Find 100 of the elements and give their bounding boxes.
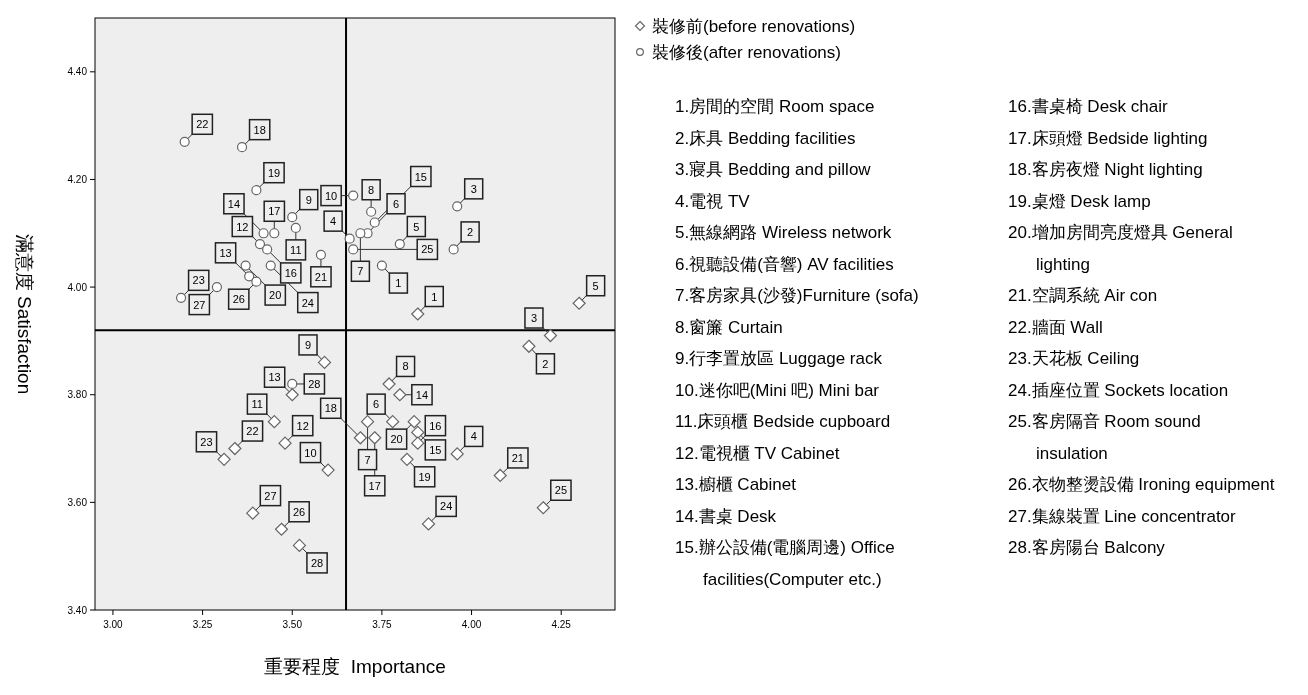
- text: 28.客房陽台 Balcony: [1008, 538, 1166, 557]
- text: 23.天花板 Ceiling: [1008, 349, 1140, 368]
- annotation: 28: [310, 556, 324, 569]
- annotation: 13: [268, 371, 281, 384]
- text: 15.辦公設備(電腦周邊) Office facilities(Computer etc.): [675, 538, 895, 589]
- y-tick-label: 3.60: [67, 496, 88, 508]
- text: 24.插座位置 Sockets location: [1008, 380, 1229, 400]
- text: 7.客房家具(沙發)Furniture (sofa): [675, 286, 919, 305]
- annotation: 13: [219, 246, 232, 259]
- text: 20.增加房間亮度燈具 General lighting: [1008, 223, 1233, 274]
- annotation: 10: [304, 446, 317, 459]
- annotation: 26: [232, 293, 245, 306]
- x-tick-label: 4.00: [461, 619, 482, 630]
- annotation: 2: [542, 357, 549, 370]
- annotation: 27: [193, 298, 206, 311]
- text: 27.集線裝置 Line concentrator: [1008, 506, 1237, 526]
- text: 26.衣物整燙設備 Ironing equipment: [1008, 475, 1275, 494]
- x-tick-label: 3.00: [103, 619, 124, 630]
- annotation: 19: [267, 166, 281, 179]
- text: 16.書桌椅 Desk chair: [1008, 97, 1168, 116]
- x-tick-label: 3.50: [282, 619, 303, 630]
- x-tick-label: 3.25: [192, 619, 213, 630]
- annotation: 19: [418, 470, 431, 483]
- annotation: 24: [440, 500, 453, 513]
- y-tick-label: 3.40: [67, 604, 88, 616]
- text: 14.書桌 Desk: [675, 506, 777, 526]
- annotation: 7: [364, 453, 371, 466]
- text: 13.櫥櫃 Cabinet: [675, 475, 797, 494]
- legend-label: 裝修前(before renovations): [652, 17, 856, 36]
- y-tick-label: 4.00: [67, 281, 88, 293]
- annotation: 20: [269, 289, 282, 302]
- annotation: 4: [330, 215, 337, 228]
- annotation: 16: [429, 419, 442, 432]
- annotation: 12: [296, 419, 309, 432]
- text: 9.行李置放區 Luggage rack: [675, 349, 883, 368]
- y-tick-label: 4.20: [67, 173, 88, 185]
- annotation: 25: [421, 243, 434, 256]
- text: 4.電視 TV: [675, 191, 751, 211]
- annotation: 5: [592, 279, 599, 292]
- annotation: 3: [470, 182, 477, 195]
- annotation: 1: [395, 277, 402, 290]
- annotation: 14: [415, 388, 429, 401]
- text: 1.房間的空間 Room space: [675, 97, 875, 116]
- annotation: 4: [470, 430, 477, 443]
- text: 17.床頭燈 Bedside lighting: [1008, 128, 1208, 148]
- x-axis-title: 重要程度 Importance: [264, 656, 446, 677]
- annotation: 15: [414, 170, 427, 183]
- annotation: 24: [301, 296, 314, 309]
- annotation: 26: [292, 505, 306, 518]
- x-tick-label: 4.25: [551, 619, 572, 630]
- annotation: 21: [511, 451, 524, 464]
- text: 18.客房夜燈 Night lighting: [1008, 160, 1203, 179]
- annotation: 8: [402, 360, 409, 373]
- text: 11.床頭櫃 Bedside cupboard: [675, 412, 891, 431]
- annotation: 17: [268, 205, 281, 218]
- annotation: 9: [304, 338, 312, 351]
- text: 19.桌燈 Desk lamp: [1008, 191, 1151, 211]
- annotation: 25: [554, 484, 568, 497]
- text: 21.空調系統 Air con: [1008, 286, 1158, 305]
- text: 2.床具 Bedding facilities: [675, 128, 856, 148]
- annotation: 8: [368, 183, 375, 196]
- annotation: 11: [251, 398, 263, 411]
- annotation: 22: [196, 118, 209, 131]
- annotation: 20: [390, 433, 403, 446]
- x-tick-label: 3.75: [372, 619, 393, 630]
- annotation: 14: [227, 197, 241, 210]
- y-tick-label: 4.40: [67, 66, 88, 78]
- annotation: 23: [200, 435, 213, 448]
- annotation: 12: [236, 220, 249, 233]
- annotation: 21: [314, 270, 328, 283]
- annotation: 2: [467, 225, 474, 238]
- legend-label: 裝修後(after renovations): [652, 43, 841, 62]
- annotation: 28: [308, 377, 321, 390]
- text: 12.電視櫃 TV Cabinet: [675, 443, 840, 463]
- annotation: 5: [413, 220, 420, 233]
- annotation: 1: [431, 290, 438, 303]
- annotation: 11: [290, 243, 302, 256]
- text: 6.視聽設備(音響) AV facilities: [675, 254, 894, 274]
- annotation: 16: [284, 266, 297, 279]
- text: 3.寢具 Bedding and pillow: [675, 160, 872, 179]
- annotation: 10: [324, 189, 338, 202]
- y-tick-label: 3.80: [67, 389, 88, 401]
- text: 10.迷你吧(Mini 吧) Mini bar: [675, 380, 880, 400]
- text: 25.客房隔音 Room sound insulation: [1008, 412, 1201, 463]
- annotation: 3: [530, 312, 538, 325]
- annotation: 6: [392, 197, 400, 210]
- annotation: 6: [373, 398, 380, 411]
- text: 8.窗簾 Curtain: [675, 317, 783, 337]
- annotation: 9: [305, 193, 312, 206]
- text: 5.無線網路 Wireless network: [675, 223, 892, 242]
- annotation: 23: [192, 274, 205, 287]
- annotation: 15: [429, 443, 442, 456]
- annotation: 7: [357, 265, 364, 278]
- text: 22.牆面 Wall: [1008, 317, 1103, 337]
- annotation: 17: [368, 479, 381, 492]
- annotation: 27: [264, 489, 277, 502]
- annotation: 18: [324, 402, 337, 415]
- y-axis-title: 滿意度 Satisfaction: [14, 233, 35, 395]
- annotation: 22: [246, 425, 259, 438]
- annotation: 18: [253, 123, 266, 136]
